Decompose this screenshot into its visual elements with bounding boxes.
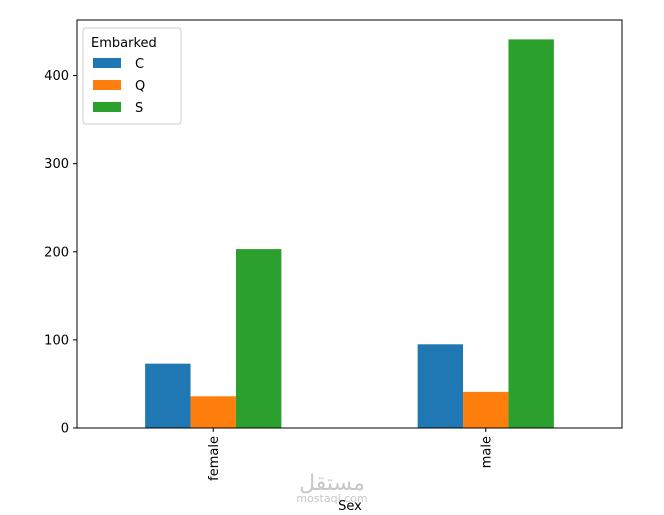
legend-box xyxy=(82,27,182,125)
y-tick-label: 0 xyxy=(61,422,69,437)
y-tick-label: 400 xyxy=(44,69,69,84)
x-tick-label: male xyxy=(479,436,494,468)
legend-label-C: C xyxy=(135,57,144,72)
x-ticks: female male xyxy=(207,428,494,481)
bar-S-female xyxy=(235,249,282,428)
y-tick-label: 100 xyxy=(44,333,69,348)
bar-C-male xyxy=(417,344,464,428)
watermark-text: مستقل xyxy=(299,471,365,496)
bar-S-male xyxy=(508,39,554,428)
legend-title: Embarked xyxy=(91,36,157,51)
legend-swatch-C xyxy=(93,58,121,68)
legend-swatch-S xyxy=(93,102,121,112)
watermark-subtext: mostaql.com xyxy=(296,492,367,505)
legend-label-Q: Q xyxy=(135,79,145,94)
x-tick-label: female xyxy=(207,436,222,481)
plot-frame xyxy=(76,19,623,429)
bar-Q-male xyxy=(463,391,509,428)
x-axis-label: Sex xyxy=(338,499,362,514)
y-ticks: 0 100 200 300 400 xyxy=(44,69,77,437)
legend-label-S: S xyxy=(135,101,143,116)
y-tick-label: 200 xyxy=(44,245,69,260)
legend: Embarked CQS xyxy=(82,27,182,125)
legend-swatch-Q xyxy=(93,80,121,90)
bar-C-female xyxy=(145,363,191,428)
bar-Q-female xyxy=(190,396,236,428)
axes-layer xyxy=(76,19,623,429)
y-tick-label: 300 xyxy=(44,157,69,172)
watermark: مستقل mostaql.com xyxy=(296,471,367,505)
bars-layer xyxy=(145,39,554,428)
